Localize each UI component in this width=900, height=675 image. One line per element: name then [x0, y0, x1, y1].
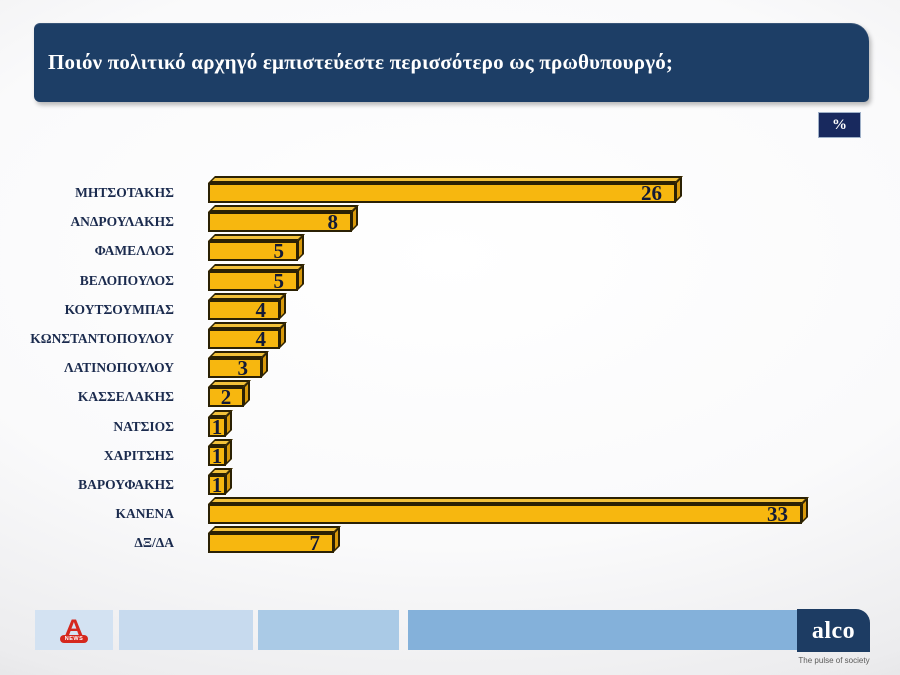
- category-label: ΛΑΤΙΝΟΠΟΥΛΟΥ: [63, 360, 174, 376]
- bar: 4: [208, 321, 287, 351]
- bar-front-face: [208, 183, 676, 203]
- bar: 3: [208, 351, 269, 381]
- bar-top-face: [208, 526, 341, 534]
- category-label: ΚΑΣΣΕΛΑΚΗΣ: [77, 389, 174, 405]
- bar: 8: [208, 205, 359, 235]
- bar-top-face: [208, 497, 809, 505]
- bar: 4: [208, 292, 287, 322]
- value-label: 4: [255, 326, 267, 351]
- category-label: ΜΗΤΣΟΤΑΚΗΣ: [75, 185, 174, 200]
- category-label: ΝΑΤΣΙΟΣ: [113, 418, 174, 434]
- bar-side-face: [675, 176, 682, 203]
- bar-row: ΜΗΤΣΟΤΑΚΗΣ 26: [0, 176, 900, 212]
- bar: 2: [208, 380, 251, 410]
- bar-front-face: [208, 358, 262, 379]
- category-label: ΦΑΜΕΛΛΟΣ: [94, 243, 174, 259]
- bar: 1: [208, 409, 233, 439]
- category-label: ΚΑΝΕΝΑ: [115, 506, 174, 522]
- alco-logo: alco: [797, 609, 870, 652]
- bar-side-face: [261, 351, 268, 379]
- alco-logo-text: alco: [811, 618, 856, 644]
- bar-front-face: [208, 241, 298, 262]
- value-label: 7: [309, 531, 321, 556]
- bar-front-face: [208, 299, 280, 320]
- bar-row: ΝΑΤΣΙΟΣ 1: [0, 409, 900, 446]
- category-label: ΚΩΝΣΤΑΝΤΟΠΟΥΛΟΥ: [30, 330, 174, 346]
- bar-row: ΑΝΔΡΟΥΛΑΚΗΣ 8: [0, 205, 900, 241]
- bar-row: ΚΑΝΕΝΑ 33: [0, 497, 900, 533]
- bar-side-face: [351, 205, 358, 233]
- bar-row: ΔΞ/ΔΑ 7: [0, 526, 900, 562]
- bar-top-face: [208, 321, 287, 329]
- value-label: 4: [255, 297, 267, 322]
- category-label: ΧΑΡΙΤΣΗΣ: [103, 447, 174, 463]
- bar-front-face: [208, 474, 226, 495]
- footer-box-3: [258, 610, 399, 650]
- bar: 33: [208, 497, 809, 527]
- alpha-news-label: NEWS: [59, 634, 89, 643]
- value-label: 8: [327, 210, 339, 235]
- bar-front-face: [208, 533, 334, 554]
- title-bar: Ποιόν πολιτικό αρχηγό εμπιστεύεστε περισ…: [34, 23, 869, 102]
- category-label: ΔΞ/ΔΑ: [134, 535, 174, 551]
- value-label: 1: [211, 472, 223, 497]
- value-label: 26: [641, 181, 662, 205]
- value-label: 3: [237, 356, 249, 381]
- alco-tagline: The pulse of society: [798, 656, 870, 665]
- bar-front-face: [208, 328, 280, 349]
- bar-row: ΚΑΣΣΕΛΑΚΗΣ 2: [0, 380, 900, 416]
- page-title: Ποιόν πολιτικό αρχηγό εμπιστεύεστε περισ…: [48, 50, 674, 74]
- bar-front-face: [208, 270, 298, 291]
- value-label: 5: [273, 239, 285, 264]
- bar-row: ΚΩΝΣΤΑΝΤΟΠΟΥΛΟΥ 4: [0, 321, 900, 358]
- category-label: ΚΟΥΤΣΟΥΜΠΑΣ: [64, 301, 174, 317]
- footer-box-1: A NEWS: [35, 610, 113, 650]
- value-label: 2: [220, 385, 232, 410]
- alpha-news-logo: A NEWS: [59, 614, 89, 643]
- bar-chart: ΜΗΤΣΟΤΑΚΗΣ 26 ΑΝΔΡΟΥΛΑΚΗΣ 8 ΦΑΜΕΛΛΟΣ 5 ΒΕΛΟΠΟΥ…: [0, 176, 900, 562]
- bar-side-face: [297, 234, 304, 262]
- bar-row: ΒΑΡΟΥΦΑΚΗΣ 1: [0, 467, 900, 504]
- bar-side-face: [801, 497, 808, 525]
- category-label: ΑΝΔΡΟΥΛΑΚΗΣ: [70, 214, 174, 230]
- bar-top-face: [208, 263, 305, 271]
- bar-front-face: [208, 504, 802, 525]
- value-label: 5: [273, 268, 285, 293]
- bar-row: ΛΑΤΙΝΟΠΟΥΛΟΥ 3: [0, 351, 900, 387]
- bar-side-face: [333, 526, 340, 554]
- bar: 5: [208, 234, 305, 264]
- bar-side-face: [243, 380, 250, 408]
- bar: 1: [208, 467, 233, 497]
- footer-box-4: [408, 610, 797, 650]
- value-label: 33: [767, 502, 788, 527]
- bar-front-face: [208, 416, 226, 437]
- bar: 7: [208, 526, 341, 556]
- bar-front-face: [208, 212, 352, 233]
- bar-top-face: [208, 292, 287, 300]
- bar-front-face: [208, 387, 244, 408]
- bar-row: ΚΟΥΤΣΟΥΜΠΑΣ 4: [0, 292, 900, 329]
- bar-front-face: [208, 445, 226, 466]
- bar-row: ΧΑΡΙΤΣΗΣ 1: [0, 438, 900, 475]
- bar: 5: [208, 263, 305, 293]
- bar: 26: [208, 176, 683, 205]
- bar-row: ΦΑΜΕΛΛΟΣ 5: [0, 234, 900, 270]
- footer-box-2: [119, 610, 253, 650]
- bar-top-face: [208, 176, 683, 183]
- bar-row: ΒΕΛΟΠΟΥΛΟΣ 5: [0, 263, 900, 300]
- bar-side-face: [279, 321, 286, 349]
- value-label: 1: [211, 414, 223, 439]
- bar-top-face: [208, 234, 305, 242]
- percent-unit-badge: %: [818, 112, 861, 138]
- value-label: 1: [211, 443, 223, 468]
- bar: 1: [208, 438, 233, 468]
- category-label: ΒΕΛΟΠΟΥΛΟΣ: [79, 272, 174, 288]
- alpha-letter-icon: A: [64, 614, 84, 640]
- category-label: ΒΑΡΟΥΦΑΚΗΣ: [78, 476, 174, 492]
